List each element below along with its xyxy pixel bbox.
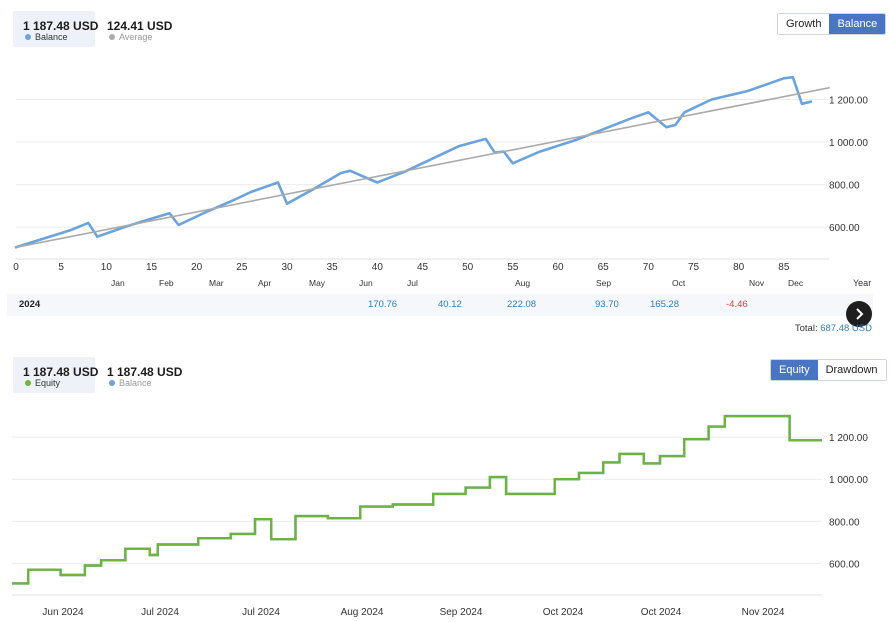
month-value-aug: 222.08 xyxy=(507,299,537,310)
drawdown-tab[interactable]: Drawdown xyxy=(817,360,886,380)
x-tick-label: 0 xyxy=(13,262,19,273)
chart-mode-toggle: Growth Balance xyxy=(777,13,887,35)
balance2-dot-icon xyxy=(109,380,115,386)
x-tick-label: 10 xyxy=(101,262,113,273)
balance2-label: Balance xyxy=(119,378,152,388)
month-label: Mar xyxy=(209,278,224,288)
month-label: Jul xyxy=(407,278,418,288)
month-label: Dec xyxy=(788,278,804,288)
x-tick-label: Jun 2024 xyxy=(42,607,84,618)
x-tick-label: Oct 2024 xyxy=(641,607,682,618)
total-label: Total: xyxy=(794,323,818,334)
total-summary: Total: 687.48 USD xyxy=(795,323,872,334)
equity-summary-box[interactable]: 1 187.48 USD Equity xyxy=(13,357,99,393)
total-value: 687.48 USD xyxy=(820,323,872,334)
average-series-line xyxy=(15,87,830,249)
x-tick-label: Oct 2024 xyxy=(543,607,584,618)
y-tick-label: 1 000.00 xyxy=(829,475,868,486)
x-tick-label: Jul 2024 xyxy=(141,607,179,618)
average-label: Average xyxy=(119,32,153,42)
x-tick-label: 85 xyxy=(778,262,790,273)
equity-tab[interactable]: Equity xyxy=(771,360,818,380)
month-label: Apr xyxy=(258,278,271,288)
month-value-jul: 40.12 xyxy=(438,299,462,310)
x-tick-label: 60 xyxy=(552,262,564,273)
x-tick-label: 65 xyxy=(598,262,610,273)
balance2-value: 1 187.48 USD xyxy=(107,365,183,379)
y-tick-label: 800.00 xyxy=(829,517,860,528)
balance2-legend: Balance xyxy=(109,378,152,388)
month-value-nov: -4.46 xyxy=(726,299,748,310)
month-value-jun: 170.76 xyxy=(368,299,398,310)
equity-label: Equity xyxy=(35,378,61,388)
month-label: May xyxy=(309,278,326,288)
x-tick-label: 25 xyxy=(236,262,248,273)
y-tick-label: 800.00 xyxy=(829,181,860,192)
balance-series-line xyxy=(14,75,813,249)
x-tick-label: Nov 2024 xyxy=(742,607,785,618)
average-dot-icon xyxy=(109,34,115,40)
balance-tab[interactable]: Balance xyxy=(829,14,886,34)
balance2-summary-box[interactable]: 1 187.48 USD Balance xyxy=(97,357,183,393)
month-label: Sep xyxy=(596,278,611,288)
y-tick-label: 600.00 xyxy=(829,559,860,570)
scroll-right-button[interactable] xyxy=(846,301,872,327)
balance-dot-icon xyxy=(25,34,31,40)
x-tick-label: 35 xyxy=(327,262,339,273)
balance-series-line xyxy=(12,414,822,585)
equity-value: 1 187.48 USD xyxy=(23,365,99,379)
average-legend: Average xyxy=(109,32,152,42)
x-tick-label: 55 xyxy=(507,262,519,273)
x-tick-label: Aug 2024 xyxy=(341,607,384,618)
y-tick-label: 1 200.00 xyxy=(829,96,868,107)
month-label: Oct xyxy=(672,278,686,288)
balance-summary-box[interactable]: 1 187.48 USD Balance xyxy=(13,11,99,47)
x-tick-label: Jul 2024 xyxy=(242,607,280,618)
year-row-2024: 2024 170.76 40.12 222.08 93.70 165.28 -4… xyxy=(7,294,873,316)
balance-line-chart: 600.00 800.00 1 000.00 1 200.00 0 5 10 15 20 25 30… xyxy=(13,75,868,288)
month-label: Jun xyxy=(359,278,373,288)
y-tick-label: 1 000.00 xyxy=(829,138,868,149)
average-value: 124.41 USD xyxy=(107,19,173,33)
month-label: Jan xyxy=(111,278,125,288)
equity-legend: Equity xyxy=(25,378,60,388)
month-label: Feb xyxy=(159,278,174,288)
x-tick-label: 20 xyxy=(191,262,203,273)
equity-chart-panel: 1 187.48 USD Equity 1 187.48 USD Balance… xyxy=(7,353,887,619)
x-tick-label: 30 xyxy=(281,262,293,273)
balance-chart-panel: 1 187.48 USD Balance 124.41 USD Average … xyxy=(7,7,887,341)
year-label: 2024 xyxy=(19,299,41,310)
x-tick-label: 15 xyxy=(146,262,158,273)
equity-dot-icon xyxy=(25,380,31,386)
month-value-sep: 93.70 xyxy=(595,299,619,310)
equity-line-chart: 600.00 800.00 1 000.00 1 200.00 Jun 2024 Jul … xyxy=(12,414,868,618)
x-tick-label: 80 xyxy=(733,262,745,273)
month-label: Aug xyxy=(515,278,530,288)
month-label: Nov xyxy=(749,278,765,288)
balance-legend: Balance xyxy=(25,32,68,42)
x-tick-label: 50 xyxy=(462,262,474,273)
x-tick-label: 45 xyxy=(417,262,429,273)
year-column-header: Year xyxy=(853,278,872,288)
equity-series-line xyxy=(12,414,822,585)
chevron-right-icon xyxy=(856,308,864,320)
x-tick-label: 70 xyxy=(643,262,655,273)
month-value-oct: 165.28 xyxy=(650,299,680,310)
balance-value: 1 187.48 USD xyxy=(23,19,99,33)
growth-tab[interactable]: Growth xyxy=(778,14,830,34)
x-tick-label: 5 xyxy=(58,262,64,273)
balance-label: Balance xyxy=(35,32,68,42)
x-tick-label: 40 xyxy=(372,262,384,273)
x-tick-label: Sep 2024 xyxy=(440,607,483,618)
x-tick-label: 75 xyxy=(688,262,700,273)
average-summary-box[interactable]: 124.41 USD Average xyxy=(97,11,179,47)
y-tick-label: 1 200.00 xyxy=(829,433,868,444)
y-tick-label: 600.00 xyxy=(829,223,860,234)
equity-mode-toggle: Equity Drawdown xyxy=(770,359,887,381)
